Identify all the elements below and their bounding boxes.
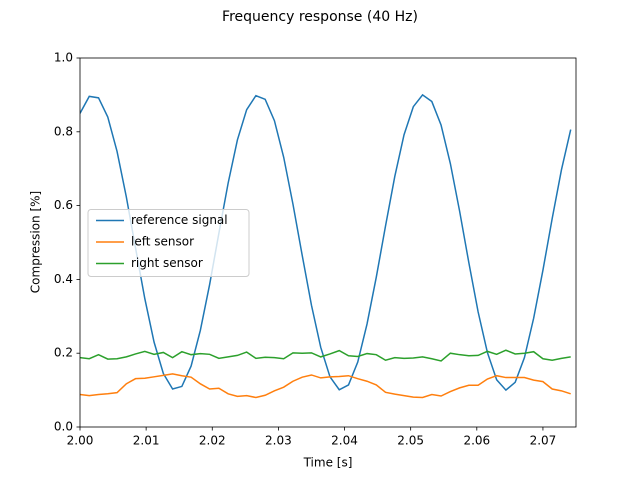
x-tick-label: 2.02 — [199, 434, 226, 448]
x-tick-label: 2.03 — [265, 434, 292, 448]
x-tick-label: 2.07 — [530, 434, 557, 448]
line-series — [80, 93, 572, 392]
plot-frame — [79, 57, 577, 428]
x-tick-label: 2.01 — [133, 434, 160, 448]
x-tick-label: 2.05 — [397, 434, 424, 448]
legend-label: right sensor — [131, 256, 203, 270]
legend-label: left sensor — [131, 235, 194, 249]
y-axis-label: Compression [%] — [29, 191, 43, 293]
legend: reference signal left sensor right sensor — [87, 209, 250, 277]
x-tick-label: 2.00 — [67, 434, 94, 448]
plot-lines — [80, 93, 572, 399]
line-series — [80, 349, 571, 362]
line-series — [80, 373, 571, 399]
x-axis-label: Time [s] — [303, 456, 353, 470]
y-tick-label: 0.0 — [54, 420, 73, 434]
y-tick-label: 0.8 — [54, 124, 73, 138]
y-tick-label: 0.6 — [54, 198, 73, 212]
x-tick-label: 2.06 — [463, 434, 490, 448]
legend-box — [87, 209, 250, 277]
chart-title: Frequency response (40 Hz) — [222, 9, 418, 25]
y-tick-label: 0.4 — [54, 272, 73, 286]
x-tick-label: 2.04 — [331, 434, 358, 448]
y-tick-label: 1.0 — [54, 51, 73, 65]
y-tick-label: 0.2 — [54, 346, 73, 360]
legend-label: reference signal — [131, 213, 228, 227]
